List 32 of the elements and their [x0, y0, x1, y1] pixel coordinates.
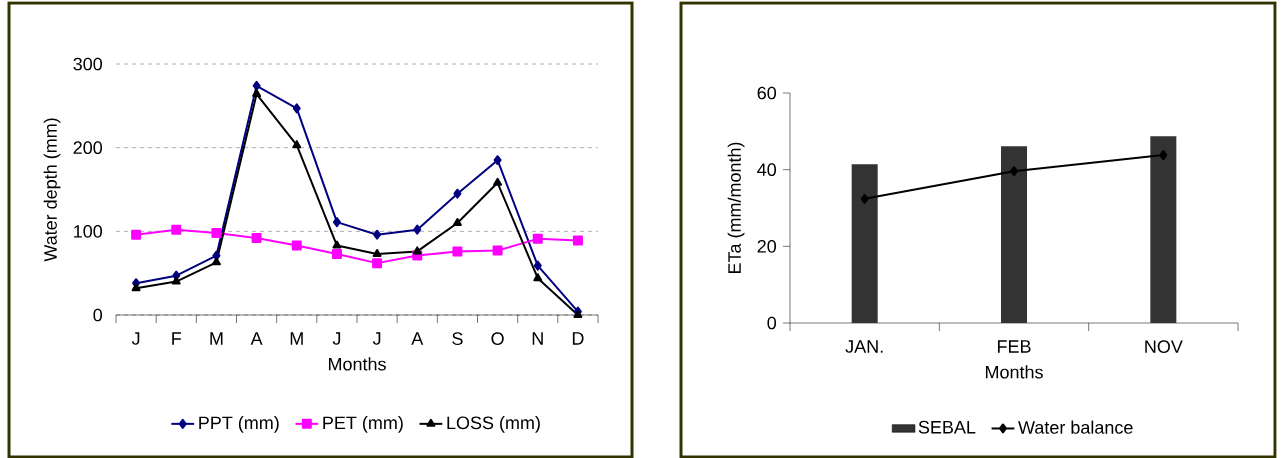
- y-tick-label: 60: [757, 86, 777, 100]
- legend-label: PPT (mm): [199, 415, 279, 433]
- x-tick-label: S: [452, 332, 463, 345]
- x-tick-label: A: [411, 332, 424, 345]
- legend-label: LOSS (mm): [447, 415, 540, 433]
- x-tick-label: J: [332, 332, 341, 345]
- y-tick-label: 100: [74, 224, 103, 238]
- x-tick-label: J: [372, 332, 381, 345]
- y-axis-title: Water depth (mm): [43, 118, 61, 262]
- x-tick-label: NOV: [1145, 340, 1183, 353]
- x-tick-label: O: [491, 332, 504, 345]
- x-axis-title: Months: [328, 357, 386, 371]
- x-tick-label: D: [572, 332, 584, 345]
- x-tick-label: N: [532, 332, 543, 345]
- x-tick-label: F: [172, 332, 182, 345]
- y-tick-label: 20: [757, 239, 777, 253]
- y-tick-label: 40: [757, 163, 777, 177]
- x-axis-title: Months: [985, 365, 1043, 379]
- y-tick-label: 300: [73, 57, 103, 71]
- x-tick-label: FEB: [997, 340, 1031, 353]
- x-tick-label: M: [290, 332, 303, 345]
- y-axis-title: ETa (mm/month): [727, 142, 745, 274]
- legend-label: Water balance: [1018, 420, 1133, 434]
- y-tick-label: 200: [73, 141, 103, 155]
- y-tick-label: 0: [93, 308, 103, 322]
- x-tick-label: A: [250, 332, 263, 345]
- y-tick-label: 0: [767, 316, 777, 330]
- legend-label: PET (mm): [323, 415, 403, 433]
- legend-label: SEBAL: [918, 420, 976, 434]
- x-tick-label: J: [131, 332, 140, 345]
- x-tick-label: M: [210, 332, 223, 345]
- x-tick-label: JAN.: [845, 340, 883, 353]
